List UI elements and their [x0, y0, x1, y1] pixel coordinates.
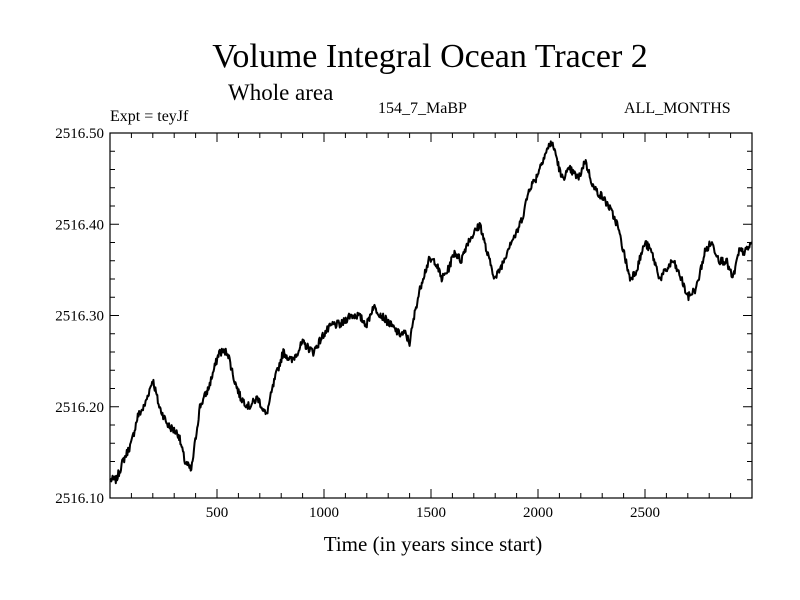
- chart-title: Volume Integral Ocean Tracer 2: [212, 38, 648, 75]
- y-tick-label: 2516.20: [55, 400, 104, 416]
- y-axis-ticks: 2516.10 2516.20 2516.30 2516.40 2516.50: [55, 126, 752, 507]
- y-tick-label: 2516.50: [55, 126, 104, 142]
- y-tick-label: 2516.40: [55, 217, 104, 233]
- x-tick-label: 1000: [309, 505, 339, 521]
- plot-frame: [109, 132, 753, 499]
- x-axis-ticks: 500 1000 1500 2000 2500: [130, 133, 732, 521]
- y-tick-label: 2516.30: [55, 309, 104, 325]
- x-tick-label: 500: [206, 505, 229, 521]
- x-tick-label: 1500: [416, 505, 446, 521]
- chart-subtitle: Whole area: [228, 80, 334, 105]
- x-axis-label: Time (in years since start): [323, 532, 543, 556]
- y-tick-label: 2516.10: [55, 491, 104, 507]
- series-line: [109, 140, 753, 485]
- run-label: 154_7_MaBP: [378, 100, 467, 117]
- x-tick-label: 2000: [523, 505, 553, 521]
- x-tick-label: 2500: [630, 505, 660, 521]
- experiment-label: Expt = teyJf: [110, 108, 189, 125]
- months-label: ALL_MONTHS: [624, 100, 731, 117]
